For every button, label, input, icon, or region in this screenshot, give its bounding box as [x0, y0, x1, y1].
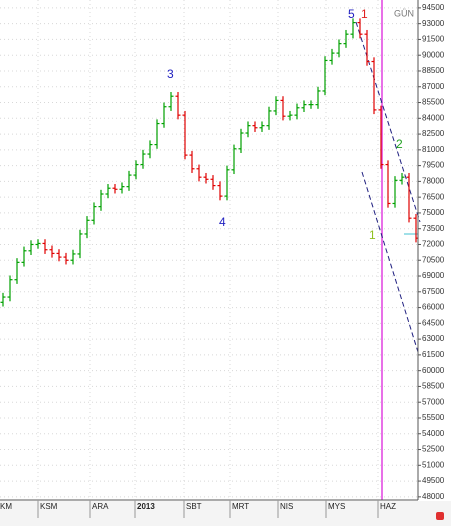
y-tick-label: 57000 — [422, 397, 445, 406]
x-tick-label: 2013 — [137, 502, 155, 511]
y-tick-label: 58500 — [422, 382, 445, 391]
y-tick-label: 55500 — [422, 413, 445, 422]
x-tick-label: KSM — [40, 502, 58, 511]
y-tick-label: 82500 — [422, 129, 445, 138]
y-tick-label: 51000 — [422, 460, 445, 469]
y-tick-label: 76500 — [422, 192, 445, 201]
y-tick-label: 49500 — [422, 476, 445, 485]
y-tick-label: 85500 — [422, 98, 445, 107]
wave-label: 2 — [396, 137, 403, 151]
y-tick-label: 69000 — [422, 271, 445, 280]
x-axis-panel — [0, 501, 451, 526]
y-tick-label: 84000 — [422, 113, 445, 122]
y-tick-label: 87000 — [422, 82, 445, 91]
y-tick-label: 91500 — [422, 35, 445, 44]
y-tick-label: 90000 — [422, 50, 445, 59]
y-tick-label: 88500 — [422, 66, 445, 75]
y-tick-label: 67500 — [422, 287, 445, 296]
y-tick-label: 48000 — [422, 492, 445, 501]
x-tick-label: MRT — [232, 502, 249, 511]
x-tick-label: HAZ — [380, 502, 396, 511]
y-tick-label: 70500 — [422, 255, 445, 264]
y-tick-label: 94500 — [422, 3, 445, 12]
y-tick-label: 61500 — [422, 350, 445, 359]
y-tick-label: 72000 — [422, 240, 445, 249]
y-tick-label: 78000 — [422, 176, 445, 185]
y-tick-label: 54000 — [422, 429, 445, 438]
x-tick-label: SBT — [186, 502, 202, 511]
grid — [0, 0, 418, 500]
price-bars — [0, 18, 419, 307]
wave-label: 4 — [219, 215, 226, 229]
y-tick-label: 75000 — [422, 208, 445, 217]
y-tick-label: 60000 — [422, 366, 445, 375]
y-tick-label: 79500 — [422, 161, 445, 170]
y-tick-label: 73500 — [422, 224, 445, 233]
y-tick-label: 52500 — [422, 445, 445, 454]
y-tick-label: 64500 — [422, 318, 445, 327]
x-tick-label: ARA — [92, 502, 109, 511]
x-tick-label: KM — [0, 502, 12, 511]
period-label: GÜN — [394, 8, 414, 18]
y-tick-label: 93000 — [422, 19, 445, 28]
wave-label: 1 — [369, 228, 376, 242]
y-tick-label: 81000 — [422, 145, 445, 154]
wave-label: 1 — [361, 7, 368, 21]
y-tick-label: 63000 — [422, 334, 445, 343]
x-tick-label: MYS — [328, 502, 345, 511]
corner-icon[interactable] — [436, 512, 444, 520]
wave-label: 5 — [348, 7, 355, 21]
y-tick-label: 66000 — [422, 303, 445, 312]
wave-label: 3 — [167, 67, 174, 81]
x-tick-label: NIS — [280, 502, 293, 511]
